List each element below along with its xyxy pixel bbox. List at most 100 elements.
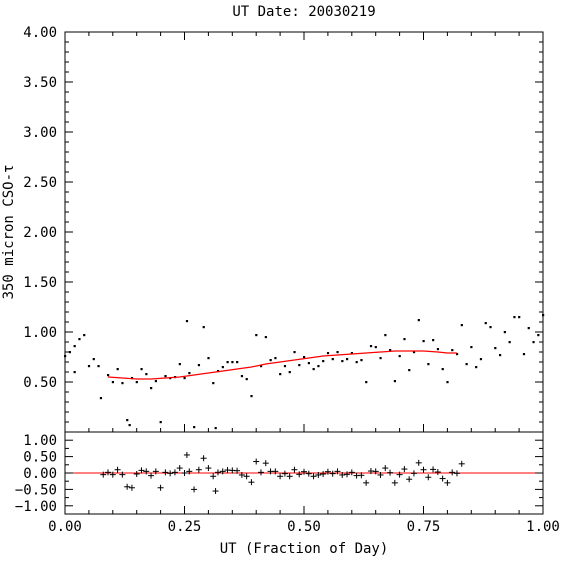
tau-point xyxy=(460,324,463,327)
tau-point xyxy=(412,351,416,354)
tau-point xyxy=(135,381,138,384)
tau-point xyxy=(446,381,449,384)
y-tick-label: 0.50 xyxy=(23,375,57,391)
tau-point xyxy=(470,346,473,349)
tau-point xyxy=(498,354,502,357)
tau-point xyxy=(542,314,545,317)
tau-point xyxy=(188,372,191,375)
chart-title: UT Date: 20030219 xyxy=(232,4,375,20)
x-axis-label: UT (Fraction of Day) xyxy=(220,541,389,557)
residual-point xyxy=(119,471,126,478)
tau-point xyxy=(293,351,296,354)
residual-point xyxy=(301,468,307,475)
tau-point xyxy=(307,362,310,365)
tau-point xyxy=(73,371,76,374)
tau-point xyxy=(494,347,497,350)
residual-point xyxy=(148,472,155,479)
tau-point xyxy=(236,361,239,364)
residual-point xyxy=(114,466,121,473)
tau-point xyxy=(140,368,143,371)
tau-point xyxy=(288,371,291,374)
tau-point xyxy=(422,340,425,343)
tau-point xyxy=(279,373,282,376)
fit-line xyxy=(107,350,457,380)
y-axis-label: 350 micron CSO-τ xyxy=(1,165,17,300)
tau-point xyxy=(231,361,234,364)
top-x-axis xyxy=(64,32,544,432)
tau-point xyxy=(408,369,411,372)
tau-point xyxy=(185,320,189,323)
residual-point xyxy=(425,474,432,481)
residual-point xyxy=(329,470,336,477)
tau-point xyxy=(355,361,358,364)
tau-point xyxy=(298,364,301,367)
residual-point xyxy=(171,469,178,476)
tau-point xyxy=(346,358,349,361)
y-tick-label: −0.50 xyxy=(15,482,57,498)
residual-points xyxy=(100,451,465,495)
tau-point xyxy=(193,426,196,429)
residual-point xyxy=(195,466,202,473)
residual-point xyxy=(406,476,413,483)
residual-point xyxy=(186,468,193,475)
residual-point xyxy=(377,471,384,478)
tau-point xyxy=(64,355,67,358)
top-y-axis: 0.50 1.00 1.50 2.00 2.50 3.00 3.50 4.00 xyxy=(23,25,543,433)
y-tick-label: 2.00 xyxy=(23,225,57,241)
y-tick-label: 0.00 xyxy=(23,466,57,482)
tau-point xyxy=(451,349,454,352)
tau-point xyxy=(250,395,253,398)
residual-point xyxy=(453,470,460,477)
bottom-panel: −1.00−0.500.000.501.00 0.00 0.25 0.50 0.75 1… xyxy=(15,431,560,557)
tau-point xyxy=(68,351,71,354)
residual-point xyxy=(434,469,441,476)
residual-point xyxy=(344,471,351,478)
tau-point xyxy=(183,377,186,380)
tau-point xyxy=(212,382,215,385)
residual-point xyxy=(183,451,190,458)
residual-point xyxy=(387,469,394,476)
residual-point xyxy=(401,466,408,473)
residual-point xyxy=(415,459,422,466)
tau-point xyxy=(269,359,272,362)
tau-point xyxy=(303,356,306,359)
tau-point xyxy=(264,336,267,339)
tau-point xyxy=(97,365,100,368)
residual-point xyxy=(214,469,221,476)
tau-point xyxy=(107,374,110,377)
residual-point xyxy=(176,465,183,472)
tau-point xyxy=(384,334,387,337)
tau-point xyxy=(78,338,81,341)
tau-point xyxy=(73,345,76,348)
y-tick-label: −1.00 xyxy=(15,499,57,515)
residual-point xyxy=(277,473,284,480)
tau-point xyxy=(197,364,201,367)
tau-point xyxy=(489,326,492,329)
residual-point xyxy=(162,469,169,476)
tau-point xyxy=(87,365,91,368)
y-tick-label: 4.00 xyxy=(23,25,57,41)
residual-point xyxy=(191,486,198,493)
tau-point xyxy=(240,375,244,378)
residual-point xyxy=(439,475,446,482)
x-tick-label: 0.25 xyxy=(168,519,202,535)
tau-point xyxy=(374,346,377,349)
residual-point xyxy=(257,469,264,476)
y-tick-label: 3.00 xyxy=(23,125,57,141)
residual-point xyxy=(234,467,241,474)
residual-point xyxy=(128,484,135,491)
residual-point xyxy=(262,460,269,467)
residual-point xyxy=(372,468,379,475)
residual-point xyxy=(315,471,322,478)
tau-point xyxy=(214,427,217,430)
tau-point xyxy=(283,365,287,368)
tau-point xyxy=(379,357,382,360)
x-tick-label: 0.50 xyxy=(287,519,321,535)
residual-point xyxy=(305,470,312,477)
tau-point xyxy=(518,316,521,319)
residual-point xyxy=(143,468,150,475)
tau-point xyxy=(322,360,325,363)
tau-point xyxy=(484,322,487,325)
residual-point xyxy=(100,471,107,478)
tau-point xyxy=(513,316,516,319)
